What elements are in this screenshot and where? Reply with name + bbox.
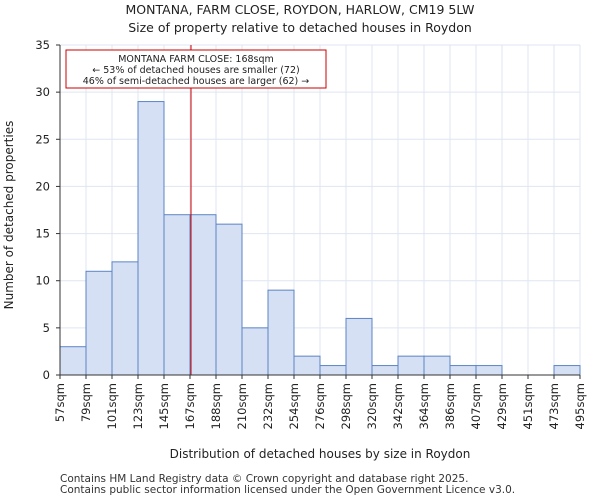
y-tick-label: 10 [35,274,50,288]
x-tick-label: 342sqm [391,383,405,429]
x-tick-label: 79sqm [79,383,93,422]
x-tick-label: 101sqm [105,383,119,429]
bar-473sqm [553,365,581,376]
annotation-line-2: ← 53% of detached houses are smaller (72… [92,65,299,76]
bar-276sqm [319,365,347,376]
bar-123sqm [137,101,165,376]
bar-210sqm [241,327,269,376]
grid-layer [59,44,581,376]
bar-407sqm [475,365,503,376]
x-tick-label: 145sqm [157,383,171,429]
annotation-line-1: MONTANA FARM CLOSE: 168sqm [118,54,274,65]
bar-254sqm [293,355,321,376]
y-tick-label: 5 [43,321,50,335]
bar-386sqm [449,365,477,376]
bar-298sqm [345,317,373,376]
chart-subtitle: Size of property relative to detached ho… [128,20,472,35]
x-tick-label: 320sqm [365,383,379,429]
x-tick-label: 167sqm [183,383,197,429]
x-tick-label: 123sqm [131,383,145,429]
x-tick-label: 407sqm [469,383,483,429]
x-tick-label: 429sqm [495,383,509,429]
bar-320sqm [371,365,399,376]
y-tick-label: 15 [35,227,50,241]
x-tick-label: 210sqm [235,383,249,429]
bar-188sqm [215,223,243,376]
x-tick-label: 232sqm [261,383,275,429]
annotation-layer: MONTANA FARM CLOSE: 168sqm ← 53% of deta… [65,49,327,89]
bar-167sqm [189,214,217,376]
x-axis-label: Distribution of detached houses by size … [170,447,471,461]
bar-79sqm [85,270,113,376]
bar-57sqm [59,346,87,376]
y-tick-label: 20 [35,179,50,193]
footer-licence: Contains public sector information licen… [60,484,516,496]
x-tick-label: 495sqm [573,383,587,429]
bar-364sqm [423,355,451,376]
x-tick-label: 451sqm [521,383,535,429]
x-tick-label: 276sqm [313,383,327,429]
x-tick-label: 386sqm [443,383,457,429]
x-tick-label: 188sqm [209,383,223,429]
y-tick-label: 0 [43,368,50,382]
x-tick-label: 364sqm [417,383,431,429]
bar-232sqm [267,289,295,376]
y-axis-label: Number of detached properties [2,121,16,310]
y-tick-label: 25 [35,132,50,146]
bar-145sqm [163,214,191,376]
axis-layer: 0 5 10 15 20 25 30 35 57sqm 79sqm 101sqm 123sqm 145s… [35,38,587,429]
footer-copyright: Contains HM Land Registry data © Crown c… [60,473,469,485]
x-tick-label: 473sqm [547,383,561,429]
x-tick-label: 254sqm [287,383,301,429]
x-tick-label: 298sqm [339,383,353,429]
y-tick-label: 30 [35,85,50,99]
annotation-box [65,49,327,89]
bar-342sqm [397,355,425,376]
annotation-line-3: 46% of semi-detached houses are larger (… [83,76,310,87]
chart-title: MONTANA, FARM CLOSE, ROYDON, HARLOW, CM1… [125,2,475,17]
y-tick-label: 35 [35,38,50,52]
x-tick-label: 57sqm [53,383,67,422]
bar-101sqm [111,261,139,376]
bar-layer [59,101,581,376]
